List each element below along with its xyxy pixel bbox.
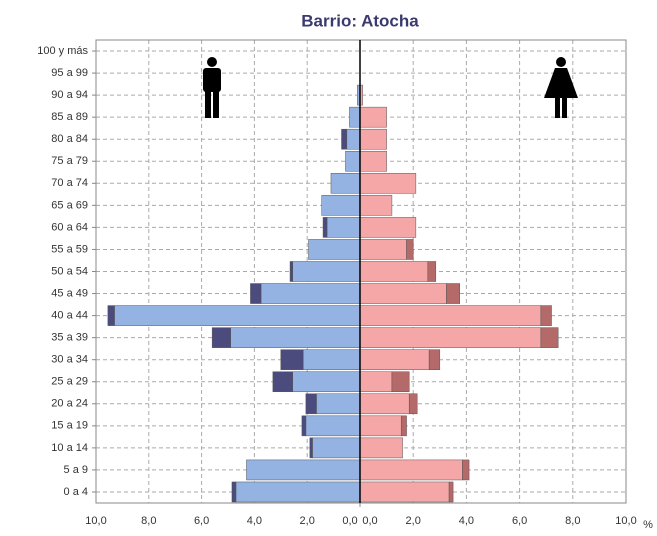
x-tick-label: 4,0	[247, 515, 262, 527]
bar	[359, 217, 417, 238]
bar	[114, 305, 361, 326]
bar	[292, 261, 361, 282]
y-tick-label: 20 a 24	[51, 398, 88, 410]
bar	[322, 217, 328, 238]
bar	[391, 371, 410, 393]
bar	[427, 261, 437, 282]
bar	[272, 371, 293, 393]
bar	[345, 150, 361, 172]
x-tick-label: 6,0	[512, 515, 527, 527]
chart-title: Barrio: Atocha	[301, 11, 419, 30]
bar	[359, 173, 417, 194]
y-tick-label: 85 a 89	[51, 111, 88, 123]
bar	[231, 481, 237, 503]
y-tick-label: 60 a 64	[51, 221, 88, 233]
bar	[359, 239, 407, 260]
female-icon	[544, 57, 578, 118]
bar	[330, 173, 361, 194]
x-tick-label: 0,0	[362, 515, 377, 527]
bar	[312, 437, 361, 459]
bar	[406, 239, 414, 260]
bar	[230, 327, 361, 348]
x-tick-label: 0,0	[342, 515, 357, 527]
bar	[540, 305, 552, 326]
bar	[359, 459, 463, 481]
bar	[321, 195, 361, 216]
bar	[359, 327, 542, 348]
bar	[359, 305, 542, 326]
y-tick-label: 10 a 14	[51, 442, 88, 454]
bar	[446, 283, 461, 304]
y-tick-label: 40 a 44	[51, 310, 88, 322]
y-tick-label: 55 a 59	[51, 243, 88, 255]
y-tick-label: 100 y más	[37, 45, 88, 57]
bar	[400, 415, 407, 437]
bar	[326, 217, 361, 238]
x-tick-label: 2,0	[300, 515, 315, 527]
y-tick-label: 50 a 54	[51, 265, 88, 277]
bar	[107, 305, 115, 326]
bar	[408, 393, 418, 415]
y-tick-label: 75 a 79	[51, 155, 88, 167]
bar	[448, 481, 454, 503]
bar	[292, 371, 361, 393]
y-tick-label: 35 a 39	[51, 332, 88, 344]
y-tick-label: 5 a 9	[64, 464, 88, 476]
bar	[359, 349, 430, 370]
bar	[305, 393, 317, 415]
bar	[235, 481, 361, 503]
bar	[211, 327, 231, 348]
bar	[359, 195, 393, 216]
y-tick-label: 45 a 49	[51, 287, 88, 299]
y-tick-label: 70 a 74	[51, 177, 88, 189]
bar	[359, 371, 393, 393]
bar	[341, 128, 348, 150]
bar	[308, 239, 361, 260]
x-tick-label: 2,0	[406, 515, 421, 527]
bar	[359, 283, 447, 304]
bar	[359, 128, 387, 150]
bar	[359, 437, 403, 459]
x-tick-label: 8,0	[565, 515, 580, 527]
bar	[359, 481, 450, 503]
bar	[359, 106, 387, 128]
x-tick-label: 8,0	[141, 515, 156, 527]
male-icon	[203, 57, 221, 118]
x-tick-label: 10,0	[85, 515, 106, 527]
bar	[359, 415, 402, 437]
x-unit: %	[643, 519, 653, 531]
y-tick-label: 65 a 69	[51, 199, 88, 211]
y-tick-label: 30 a 34	[51, 354, 88, 366]
bar	[280, 349, 304, 370]
bar	[316, 393, 361, 415]
x-tick-label: 10,0	[615, 515, 636, 527]
bar	[309, 437, 313, 459]
bar	[289, 261, 293, 282]
x-tick-label: 4,0	[459, 515, 474, 527]
x-tick-label: 6,0	[194, 515, 209, 527]
bar	[250, 283, 262, 304]
bar	[349, 106, 361, 128]
bar	[302, 349, 361, 370]
bar	[246, 459, 361, 481]
bar	[359, 261, 429, 282]
bar	[301, 415, 307, 437]
y-tick-label: 95 a 99	[51, 67, 88, 79]
y-tick-label: 15 a 19	[51, 420, 88, 432]
bar	[260, 283, 361, 304]
bar	[346, 128, 361, 150]
bar	[359, 393, 410, 415]
y-tick-label: 25 a 29	[51, 376, 88, 388]
bar	[305, 415, 361, 437]
y-tick-label: 80 a 84	[51, 133, 88, 145]
y-tick-label: 90 a 94	[51, 89, 88, 101]
bar	[359, 150, 387, 172]
bar	[462, 459, 470, 481]
bar	[540, 327, 559, 348]
bar	[428, 349, 441, 370]
y-tick-label: 0 a 4	[64, 486, 88, 498]
